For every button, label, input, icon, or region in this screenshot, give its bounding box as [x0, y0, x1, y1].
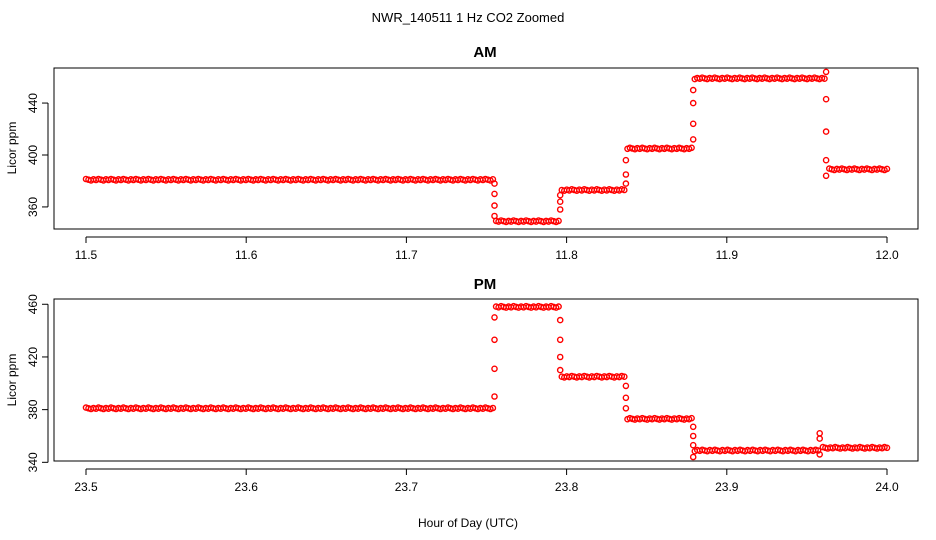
pm-point [489, 404, 497, 412]
am-x-tick-label: 11.8 [555, 248, 578, 262]
am-transition-point [822, 128, 830, 135]
am-y-axis-label: Licor ppm [5, 122, 19, 175]
pm-x-tick-label: 23.9 [715, 480, 739, 494]
am-point [688, 144, 695, 152]
am-transition-point [491, 202, 498, 209]
pm-transition-point [556, 353, 564, 361]
pm-transition-point [816, 429, 824, 437]
am-transition-point [689, 136, 697, 143]
pm-transition-point [816, 451, 824, 458]
am-panel: AM 11.5 11.6 11.7 11.8 11.9 12.0 360 400 440 Li… [5, 44, 919, 262]
pm-y-tick-label: 380 [26, 399, 40, 419]
am-x-tick-label: 12.0 [875, 248, 899, 262]
pm-transition-point [689, 423, 697, 431]
pm-transition-point [689, 441, 697, 449]
am-transition-point [491, 190, 498, 198]
pm-transition-point [622, 404, 630, 412]
am-x-tick-label: 11.6 [235, 248, 258, 262]
pm-y-tick-label: 420 [26, 347, 40, 367]
am-transition-point [689, 120, 697, 128]
pm-panel-title: PM [474, 276, 497, 293]
am-point [883, 165, 891, 173]
am-x-axis: 11.5 11.6 11.7 11.8 11.9 12.0 [75, 236, 899, 262]
pm-transition-point [556, 366, 564, 374]
pm-point [555, 303, 562, 310]
am-transition-point [491, 212, 498, 220]
am-transition-point [556, 198, 564, 205]
am-transition-point [622, 171, 630, 178]
pm-point [621, 373, 628, 381]
pm-x-tick-label: 23.5 [74, 480, 98, 494]
pm-transition-point [816, 435, 824, 442]
am-y-tick-label: 400 [26, 145, 40, 165]
am-transition-point [822, 68, 830, 76]
pm-y-axis-label: Licor ppm [5, 354, 19, 407]
pm-x-tick-label: 23.6 [235, 480, 259, 494]
am-transition-point [822, 172, 830, 180]
am-transition-point [822, 95, 830, 103]
pm-transition-point [622, 394, 630, 402]
pm-x-tick-label: 23.8 [555, 480, 579, 494]
am-point [621, 186, 628, 194]
am-transition-point [556, 191, 564, 199]
x-axis-label: Hour of Day (UTC) [418, 516, 518, 530]
pm-plot-frame [53, 298, 919, 462]
am-y-tick-label: 440 [26, 93, 40, 113]
pm-x-tick-label: 23.7 [395, 480, 419, 494]
am-transition-point [689, 86, 697, 94]
am-plot-frame [53, 67, 919, 230]
pm-panel: PM 23.5 23.6 23.7 23.8 23.9 24.0 340 380 420 460… [5, 276, 919, 494]
am-x-tick-label: 11.5 [75, 248, 98, 262]
pm-y-tick-label: 460 [26, 294, 40, 314]
figure-title: NWR_140511 1 Hz CO2 Zoomed [372, 10, 565, 25]
pm-data-points [82, 302, 891, 461]
am-transition-point [556, 206, 564, 213]
am-point [555, 217, 562, 225]
pm-x-axis: 23.5 23.6 23.7 23.8 23.9 24.0 [74, 468, 899, 494]
pm-transition-point [556, 336, 564, 344]
pm-point [883, 444, 891, 452]
pm-transition-point [622, 382, 630, 390]
am-transition-point [622, 180, 630, 187]
pm-transition-point [491, 336, 498, 344]
am-transition-point [622, 156, 630, 164]
pm-transition-point [689, 432, 697, 440]
am-point [821, 75, 828, 82]
pm-x-tick-label: 24.0 [875, 480, 899, 494]
pm-transition-point [689, 453, 697, 461]
pm-transition-point [556, 316, 564, 324]
am-x-tick-label: 11.7 [395, 248, 418, 262]
pm-transition-point [491, 365, 498, 373]
pm-transition-point [491, 393, 498, 400]
am-data-points [82, 68, 891, 226]
pm-y-tick-label: 340 [26, 452, 40, 472]
pm-point [688, 414, 695, 422]
am-panel-title: AM [473, 44, 496, 61]
pm-transition-point [491, 314, 498, 321]
am-transition-point [822, 156, 830, 164]
am-transition-point [491, 180, 498, 187]
am-y-tick-label: 360 [26, 197, 40, 217]
pm-y-axis: 340 380 420 460 [26, 294, 49, 472]
am-x-tick-label: 11.9 [716, 248, 739, 262]
am-transition-point [689, 99, 697, 107]
am-y-axis: 360 400 440 [26, 93, 49, 217]
